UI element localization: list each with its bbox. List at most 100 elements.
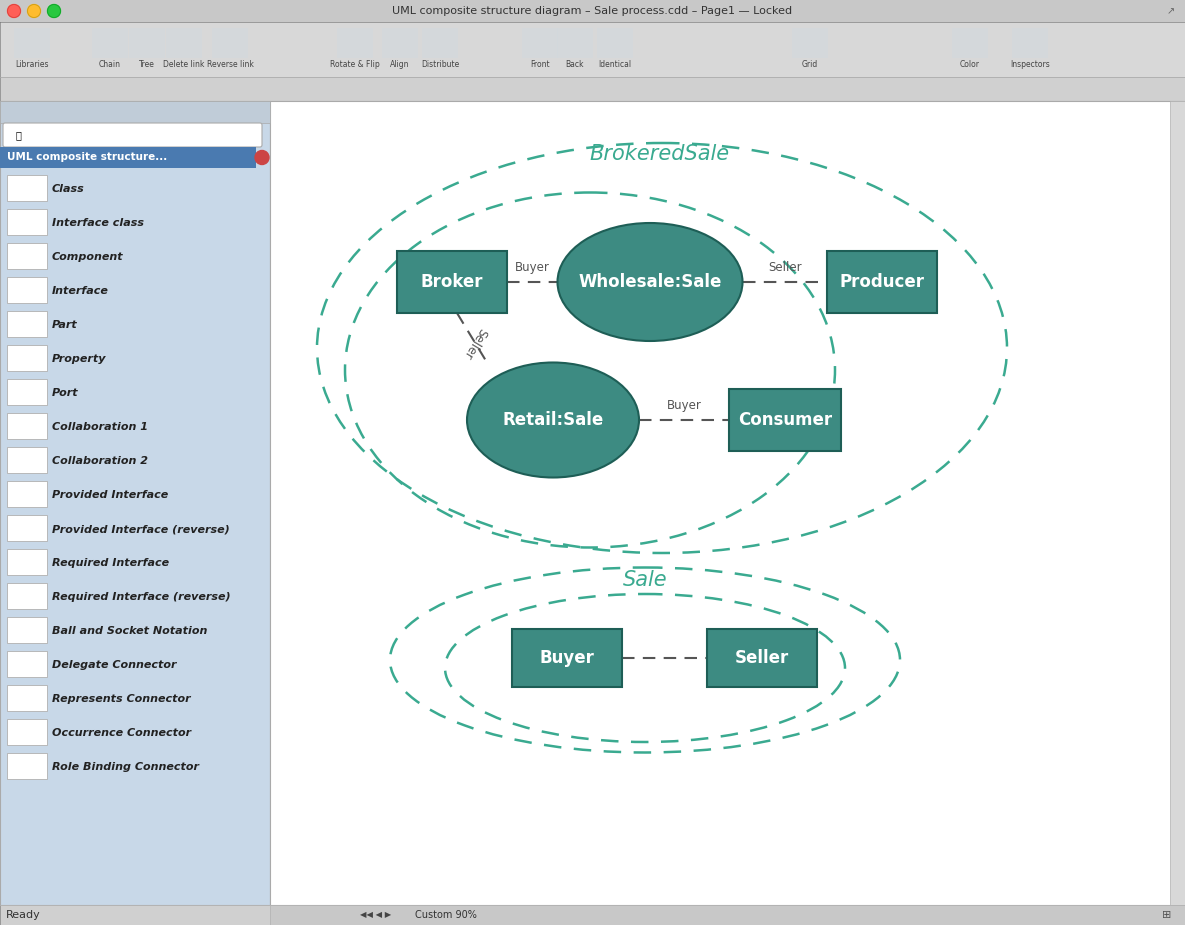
Text: Provided Interface (reverse): Provided Interface (reverse) [52, 524, 230, 534]
FancyBboxPatch shape [7, 311, 47, 337]
FancyBboxPatch shape [0, 0, 1185, 22]
Text: Front: Front [530, 60, 550, 69]
FancyBboxPatch shape [827, 251, 937, 313]
FancyBboxPatch shape [7, 549, 47, 575]
Text: Rotate & Flip: Rotate & Flip [331, 60, 380, 69]
Text: Required Interface (reverse): Required Interface (reverse) [52, 592, 231, 602]
Text: Custom 90%: Custom 90% [415, 910, 476, 920]
FancyBboxPatch shape [792, 28, 828, 58]
FancyBboxPatch shape [4, 123, 262, 147]
Text: 🔍: 🔍 [17, 130, 21, 140]
FancyBboxPatch shape [7, 719, 47, 745]
FancyBboxPatch shape [129, 28, 165, 58]
FancyBboxPatch shape [7, 651, 47, 677]
FancyBboxPatch shape [7, 209, 47, 235]
FancyBboxPatch shape [1012, 28, 1048, 58]
Text: Occurrence Connector: Occurrence Connector [52, 728, 191, 738]
FancyBboxPatch shape [7, 515, 47, 541]
Text: Role Binding Connector: Role Binding Connector [52, 762, 199, 772]
FancyBboxPatch shape [523, 28, 558, 58]
Text: Align: Align [390, 60, 410, 69]
Text: Buyer: Buyer [539, 649, 595, 667]
Text: Wholesale:Sale: Wholesale:Sale [578, 273, 722, 291]
Text: Seller: Seller [735, 649, 789, 667]
FancyBboxPatch shape [7, 685, 47, 711]
Ellipse shape [557, 223, 743, 341]
FancyBboxPatch shape [397, 251, 507, 313]
Text: Required Interface: Required Interface [52, 558, 169, 568]
Circle shape [27, 5, 40, 18]
FancyBboxPatch shape [0, 101, 270, 123]
Text: Provided Interface: Provided Interface [52, 490, 168, 500]
FancyBboxPatch shape [92, 28, 128, 58]
FancyBboxPatch shape [7, 243, 47, 269]
FancyBboxPatch shape [7, 175, 47, 201]
Text: Property: Property [52, 354, 107, 364]
FancyBboxPatch shape [7, 753, 47, 779]
FancyBboxPatch shape [7, 345, 47, 371]
Circle shape [255, 151, 269, 165]
FancyBboxPatch shape [7, 447, 47, 473]
Text: Distribute: Distribute [421, 60, 459, 69]
Text: Buyer: Buyer [666, 399, 702, 412]
FancyBboxPatch shape [382, 28, 418, 58]
FancyBboxPatch shape [7, 379, 47, 405]
FancyBboxPatch shape [0, 77, 1185, 101]
Text: Seller: Seller [768, 261, 801, 274]
Text: Part: Part [52, 320, 78, 330]
Text: Inspectors: Inspectors [1010, 60, 1050, 69]
Text: ◀◀ ◀ ▶: ◀◀ ◀ ▶ [360, 910, 391, 919]
Text: Libraries: Libraries [15, 60, 49, 69]
Text: Chain: Chain [100, 60, 121, 69]
Text: Tree: Tree [139, 60, 155, 69]
Text: Port: Port [52, 388, 78, 398]
Circle shape [47, 5, 60, 18]
FancyBboxPatch shape [7, 277, 47, 303]
Text: Back: Back [565, 60, 584, 69]
Text: Consumer: Consumer [738, 411, 832, 429]
Text: Ball and Socket Notation: Ball and Socket Notation [52, 626, 207, 636]
FancyBboxPatch shape [0, 101, 270, 905]
Text: ⊞: ⊞ [1162, 910, 1172, 920]
Text: Class: Class [52, 184, 85, 194]
Text: Represents Connector: Represents Connector [52, 694, 191, 704]
FancyBboxPatch shape [0, 905, 1185, 925]
Text: Seller: Seller [460, 325, 488, 361]
Text: Broker: Broker [421, 273, 483, 291]
Text: Ready: Ready [6, 910, 40, 920]
FancyBboxPatch shape [7, 413, 47, 439]
Text: Sale: Sale [622, 570, 667, 590]
FancyBboxPatch shape [0, 22, 1185, 77]
FancyBboxPatch shape [422, 28, 457, 58]
Text: Collaboration 1: Collaboration 1 [52, 422, 148, 432]
Text: Color: Color [960, 60, 980, 69]
Text: Grid: Grid [802, 60, 818, 69]
Text: Delete link: Delete link [164, 60, 205, 69]
FancyBboxPatch shape [0, 147, 256, 168]
Text: Retail:Sale: Retail:Sale [502, 411, 603, 429]
Text: Producer: Producer [839, 273, 924, 291]
FancyBboxPatch shape [557, 28, 592, 58]
Text: Interface: Interface [52, 286, 109, 296]
FancyBboxPatch shape [1170, 101, 1185, 905]
Text: Collaboration 2: Collaboration 2 [52, 456, 148, 466]
FancyBboxPatch shape [512, 629, 622, 687]
FancyBboxPatch shape [952, 28, 988, 58]
Text: Buyer: Buyer [514, 261, 550, 274]
Text: Interface class: Interface class [52, 218, 145, 228]
FancyBboxPatch shape [7, 481, 47, 507]
FancyBboxPatch shape [337, 28, 373, 58]
Circle shape [7, 5, 20, 18]
Text: Delegate Connector: Delegate Connector [52, 660, 177, 670]
FancyBboxPatch shape [7, 583, 47, 609]
Text: BrokeredSale: BrokeredSale [590, 144, 730, 164]
Text: Reverse link: Reverse link [206, 60, 254, 69]
FancyBboxPatch shape [597, 28, 633, 58]
FancyBboxPatch shape [14, 28, 50, 58]
FancyBboxPatch shape [212, 28, 248, 58]
FancyBboxPatch shape [270, 101, 1185, 905]
FancyBboxPatch shape [707, 629, 816, 687]
FancyBboxPatch shape [7, 617, 47, 643]
Text: Component: Component [52, 252, 123, 262]
Text: UML composite structure diagram – Sale process.cdd – Page1 — Locked: UML composite structure diagram – Sale p… [392, 6, 793, 16]
